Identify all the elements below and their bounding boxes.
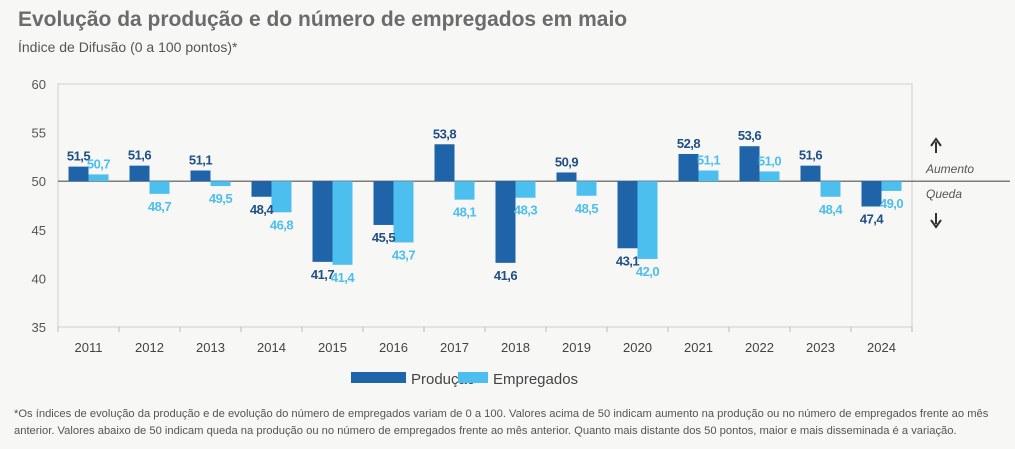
y-tick-label: 40 (32, 271, 46, 286)
bar-producao-2023 (800, 165, 821, 182)
footnote: *Os índices de evolução da produção e de… (14, 406, 1004, 440)
legend-label-empregados: Empregados (493, 371, 578, 388)
x-tick-label: 2017 (440, 340, 469, 355)
label-empregados-2022: 51,0 (758, 153, 782, 168)
bar-empregados-2011 (88, 174, 109, 182)
label-empregados-2012: 48,7 (148, 199, 172, 214)
bar-empregados-2013 (210, 181, 231, 187)
bar-empregados-2012 (149, 181, 170, 194)
label-empregados-2014: 46,8 (270, 217, 294, 232)
label-empregados-2024: 49,0 (880, 196, 904, 211)
x-tick-label: 2023 (806, 340, 835, 355)
label-producao-2021: 52,8 (677, 136, 701, 151)
x-tick-label: 2020 (623, 340, 652, 355)
x-tick-label: 2016 (379, 340, 408, 355)
label-producao-2017: 53,8 (433, 126, 457, 141)
x-tick-label: 2012 (135, 340, 164, 355)
y-tick-label: 35 (32, 320, 46, 335)
bar-producao-2018 (495, 181, 516, 263)
label-producao-2015: 41,7 (311, 267, 335, 282)
bar-empregados-2014 (271, 181, 292, 213)
legend-swatch-producao (351, 372, 406, 383)
bar-empregados-2024 (881, 181, 902, 191)
label-producao-2012: 51,6 (128, 148, 152, 163)
up-label: Aumento (925, 162, 974, 176)
bar-empregados-2022 (759, 171, 780, 182)
x-tick-label: 2015 (318, 340, 347, 355)
y-tick-label: 55 (32, 126, 46, 141)
label-producao-2014: 48,4 (250, 202, 275, 217)
x-tick-label: 2022 (745, 340, 774, 355)
x-tick-label: 2011 (75, 340, 103, 355)
bar-empregados-2019 (576, 181, 597, 196)
x-tick-label: 2019 (562, 340, 591, 355)
label-producao-2011: 51,5 (67, 149, 91, 164)
bar-producao-2020 (617, 181, 638, 249)
bar-producao-2016 (373, 181, 394, 225)
label-producao-2013: 51,1 (189, 153, 213, 168)
down-arrowhead-icon (930, 219, 942, 229)
label-producao-2024: 47,4 (860, 211, 885, 226)
bar-empregados-2021 (698, 170, 719, 182)
bar-producao-2012 (129, 165, 150, 182)
x-tick-label: 2021 (684, 340, 713, 355)
bar-producao-2015 (312, 181, 333, 262)
bar-empregados-2016 (393, 181, 414, 243)
bar-producao-2011 (68, 166, 89, 182)
label-empregados-2021: 51,1 (697, 153, 721, 168)
label-producao-2016: 45,5 (372, 230, 396, 245)
label-empregados-2011: 50,7 (87, 156, 111, 171)
bar-chart: 35 40 45 50 55 60 2011 2012 2013 2014 2015 2016 2017… (32, 77, 1010, 388)
label-empregados-2017: 48,1 (453, 205, 477, 220)
y-tick-label: 60 (32, 77, 46, 92)
bar-empregados-2017 (454, 181, 475, 200)
label-empregados-2020: 42,0 (636, 264, 660, 279)
bar-empregados-2023 (820, 181, 841, 197)
bar-empregados-2018 (515, 181, 536, 198)
bar-producao-2021 (678, 153, 699, 182)
label-producao-2019: 50,9 (555, 154, 579, 169)
bar-empregados-2020 (637, 181, 658, 259)
legend-swatch-empregados (458, 372, 488, 383)
label-empregados-2015: 41,4 (331, 270, 356, 285)
label-producao-2022: 53,6 (738, 128, 762, 143)
footnote-line-1: *Os índices de evolução da produção e de… (14, 408, 989, 420)
label-empregados-2016: 43,7 (392, 247, 416, 262)
label-producao-2018: 41,6 (494, 268, 518, 283)
bar-producao-2014 (251, 181, 272, 197)
bar-producao-2013 (190, 170, 211, 182)
x-tick-label: 2018 (501, 340, 530, 355)
label-producao-2023: 51,6 (799, 148, 823, 163)
plot-frame (57, 83, 913, 328)
bar-producao-2019 (556, 172, 577, 182)
x-tick-label: 2013 (196, 340, 225, 355)
bar-producao-2024 (861, 181, 882, 207)
label-empregados-2018: 48,3 (514, 203, 538, 218)
bar-producao-2017 (434, 144, 455, 182)
up-arrowhead-icon (930, 137, 942, 147)
chart-subtitle: Índice de Difusão (0 a 100 pontos)* (18, 39, 238, 55)
y-tick-label: 45 (32, 223, 46, 238)
label-empregados-2013: 49,5 (209, 191, 233, 206)
chart-title: Evolução da produção e do número de empr… (18, 8, 628, 31)
label-empregados-2023: 48,4 (819, 202, 844, 217)
bar-producao-2022 (739, 146, 760, 182)
bar-empregados-2015 (332, 181, 353, 265)
down-label: Queda (926, 187, 962, 201)
x-tick-label: 2024 (867, 340, 896, 355)
x-tick-label: 2014 (257, 340, 286, 355)
footnote-line-2: anterior. Valores abaixo de 50 indicam q… (14, 425, 957, 437)
y-tick-label: 50 (32, 174, 46, 189)
label-producao-2020: 43,1 (616, 253, 640, 268)
label-empregados-2019: 48,5 (575, 201, 599, 216)
